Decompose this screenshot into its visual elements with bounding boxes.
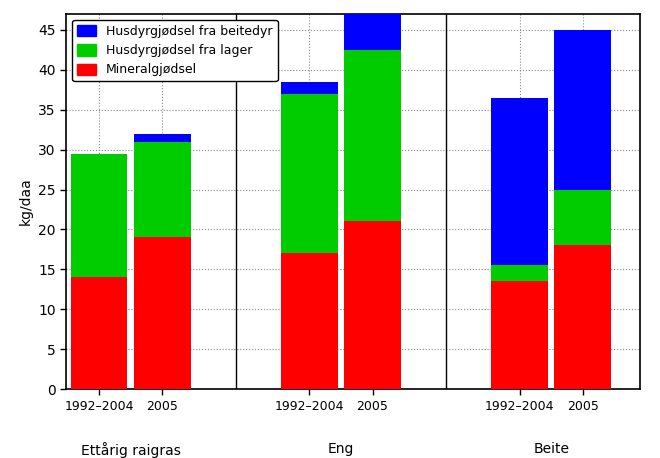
Bar	[345, 14, 401, 50]
Y-axis label: kg/daa: kg/daa	[18, 178, 32, 225]
Bar	[134, 238, 191, 389]
Bar	[281, 253, 338, 389]
Bar	[71, 278, 127, 389]
Bar	[554, 30, 611, 190]
Bar	[345, 50, 401, 222]
Bar	[492, 98, 548, 266]
Text: Ettårig raigras: Ettårig raigras	[81, 442, 181, 458]
Bar	[281, 93, 338, 253]
Bar	[492, 266, 548, 281]
Bar	[134, 134, 191, 142]
Bar	[345, 222, 401, 389]
Bar	[554, 190, 611, 245]
Legend: Husdyrgjødsel fra beitedyr, Husdyrgjødsel fra lager, Mineralgjødsel: Husdyrgjødsel fra beitedyr, Husdyrgjødse…	[72, 20, 277, 82]
Bar	[134, 142, 191, 238]
Text: Eng: Eng	[328, 442, 354, 456]
Text: Beite: Beite	[533, 442, 569, 456]
Bar	[492, 281, 548, 389]
Bar	[554, 245, 611, 389]
Bar	[71, 153, 127, 278]
Bar	[281, 82, 338, 93]
